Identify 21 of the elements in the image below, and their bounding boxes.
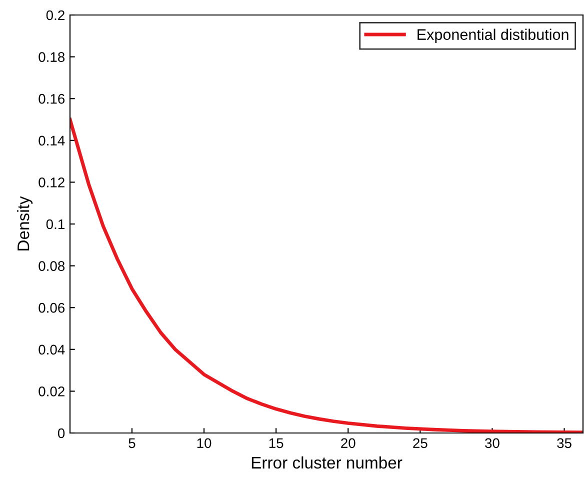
x-tick-label: 25 bbox=[413, 438, 428, 448]
y-tick-label: 0.06 bbox=[38, 302, 65, 313]
y-tick-label: 0.18 bbox=[38, 52, 65, 62]
y-axis-title: Density bbox=[17, 196, 33, 250]
y-tick-label: 0.14 bbox=[38, 136, 65, 146]
x-tick-label: 20 bbox=[341, 438, 356, 448]
y-tick-label: 0 bbox=[58, 428, 65, 438]
legend-label: Exponential distibution bbox=[418, 28, 568, 43]
y-tick-label: 0.1 bbox=[46, 219, 64, 230]
x-axis-title: Error cluster number bbox=[252, 456, 402, 469]
y-tick-label: 0.08 bbox=[38, 261, 65, 271]
x-tick-label: 10 bbox=[197, 438, 212, 448]
x-tick-label: 35 bbox=[557, 438, 572, 448]
x-tick-label: 5 bbox=[128, 438, 136, 448]
x-tick-label: 30 bbox=[485, 438, 500, 448]
y-tick-label: 0.2 bbox=[46, 10, 64, 20]
y-tick-label: 0.04 bbox=[38, 344, 65, 355]
y-tick-label: 0.02 bbox=[38, 386, 64, 396]
x-tick-label: 15 bbox=[269, 438, 284, 448]
y-tick-label: 0.16 bbox=[38, 94, 65, 104]
y-tick-label: 0.12 bbox=[38, 178, 64, 188]
